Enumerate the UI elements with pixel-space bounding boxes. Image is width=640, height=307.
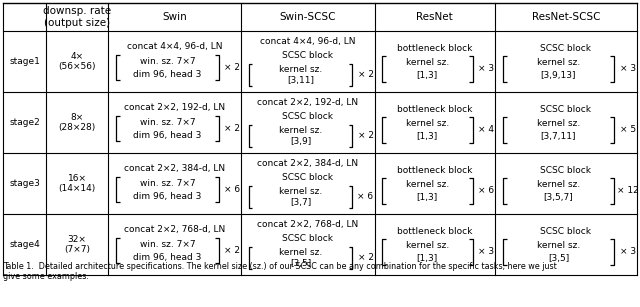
Text: [1,3]: [1,3] bbox=[417, 254, 438, 263]
Text: concat 2×2, 192-d, LN: concat 2×2, 192-d, LN bbox=[124, 103, 225, 112]
Text: dim 96, head 3: dim 96, head 3 bbox=[133, 69, 202, 79]
Text: kernel sz.: kernel sz. bbox=[279, 65, 322, 74]
Text: stage1: stage1 bbox=[9, 57, 40, 66]
Text: × 2: × 2 bbox=[225, 124, 241, 133]
Text: [3,11]: [3,11] bbox=[287, 76, 314, 85]
Text: downsp. rate
(output size): downsp. rate (output size) bbox=[43, 6, 111, 28]
Text: dim 96, head 3: dim 96, head 3 bbox=[133, 130, 202, 139]
Text: ResNet-SCSC: ResNet-SCSC bbox=[532, 12, 600, 22]
Text: stage3: stage3 bbox=[9, 179, 40, 188]
Text: kernel sz.: kernel sz. bbox=[537, 241, 580, 250]
Text: ResNet: ResNet bbox=[417, 12, 453, 22]
Text: SCSC block: SCSC block bbox=[541, 105, 591, 114]
Text: × 3: × 3 bbox=[478, 247, 494, 256]
Text: SCSC block: SCSC block bbox=[282, 112, 333, 121]
Text: [3,7]: [3,7] bbox=[290, 198, 311, 207]
Text: [3,5]: [3,5] bbox=[548, 254, 569, 263]
Text: kernel sz.: kernel sz. bbox=[537, 180, 580, 189]
Text: concat 2×2, 192-d, LN: concat 2×2, 192-d, LN bbox=[257, 99, 358, 107]
Text: SCSC block: SCSC block bbox=[282, 173, 333, 182]
Text: concat 2×2, 384-d, LN: concat 2×2, 384-d, LN bbox=[124, 164, 225, 173]
Text: kernel sz.: kernel sz. bbox=[537, 119, 580, 128]
Text: bottleneck block: bottleneck block bbox=[397, 44, 472, 52]
Text: × 2: × 2 bbox=[225, 63, 241, 72]
Text: 32×
(7×7): 32× (7×7) bbox=[64, 235, 90, 254]
Text: win. sz. 7×7: win. sz. 7×7 bbox=[140, 57, 195, 66]
Text: kernel sz.: kernel sz. bbox=[406, 241, 449, 250]
Text: × 5: × 5 bbox=[620, 125, 636, 134]
Text: bottleneck block: bottleneck block bbox=[397, 105, 472, 114]
Text: [1,3]: [1,3] bbox=[417, 193, 438, 202]
Text: win. sz. 7×7: win. sz. 7×7 bbox=[140, 240, 195, 249]
Text: × 3: × 3 bbox=[478, 64, 494, 73]
Text: kernel sz.: kernel sz. bbox=[279, 126, 322, 135]
Text: × 3: × 3 bbox=[620, 64, 636, 73]
Text: × 6: × 6 bbox=[225, 185, 241, 194]
Text: 8×
(28×28): 8× (28×28) bbox=[58, 113, 96, 132]
Text: concat 2×2, 768-d, LN: concat 2×2, 768-d, LN bbox=[257, 220, 358, 229]
Text: × 2: × 2 bbox=[358, 253, 374, 262]
Text: × 2: × 2 bbox=[358, 131, 374, 140]
Text: stage4: stage4 bbox=[9, 240, 40, 249]
Text: [1,3]: [1,3] bbox=[417, 132, 438, 141]
Text: 16×
(14×14): 16× (14×14) bbox=[58, 174, 96, 193]
Text: kernel sz.: kernel sz. bbox=[406, 119, 449, 128]
Text: concat 2×2, 384-d, LN: concat 2×2, 384-d, LN bbox=[257, 159, 358, 169]
Text: [3,9]: [3,9] bbox=[290, 137, 311, 146]
Text: SCSC block: SCSC block bbox=[541, 165, 591, 175]
Text: SCSC block: SCSC block bbox=[282, 51, 333, 60]
Text: kernel sz.: kernel sz. bbox=[406, 58, 449, 67]
Text: kernel sz.: kernel sz. bbox=[279, 248, 322, 257]
Text: dim 96, head 3: dim 96, head 3 bbox=[133, 252, 202, 262]
Text: × 2: × 2 bbox=[358, 70, 374, 80]
Text: [3,5]: [3,5] bbox=[290, 259, 311, 268]
Text: × 2: × 2 bbox=[225, 246, 241, 255]
Text: concat 4×4, 96-d, LN: concat 4×4, 96-d, LN bbox=[127, 42, 223, 51]
Text: SCSC block: SCSC block bbox=[282, 234, 333, 243]
Text: [3,7,11]: [3,7,11] bbox=[541, 132, 576, 141]
Text: bottleneck block: bottleneck block bbox=[397, 227, 472, 235]
Text: × 6: × 6 bbox=[358, 192, 374, 201]
Text: Swin-SCSC: Swin-SCSC bbox=[280, 12, 336, 22]
Text: SCSC block: SCSC block bbox=[541, 227, 591, 235]
Text: kernel sz.: kernel sz. bbox=[279, 187, 322, 196]
Text: kernel sz.: kernel sz. bbox=[537, 58, 580, 67]
Text: bottleneck block: bottleneck block bbox=[397, 165, 472, 175]
Text: Table 1.  Detailed architecture specifications. The kernel size (sz.) of our SCS: Table 1. Detailed architecture specifica… bbox=[3, 262, 557, 281]
Text: [3,9,13]: [3,9,13] bbox=[541, 71, 576, 80]
Text: × 12: × 12 bbox=[617, 186, 639, 195]
Text: [1,3]: [1,3] bbox=[417, 71, 438, 80]
Text: win. sz. 7×7: win. sz. 7×7 bbox=[140, 179, 195, 188]
Text: × 4: × 4 bbox=[478, 125, 494, 134]
Text: dim 96, head 3: dim 96, head 3 bbox=[133, 192, 202, 200]
Text: kernel sz.: kernel sz. bbox=[406, 180, 449, 189]
Text: × 6: × 6 bbox=[478, 186, 494, 195]
Text: stage2: stage2 bbox=[9, 118, 40, 127]
Text: × 3: × 3 bbox=[620, 247, 636, 256]
Text: concat 4×4, 96-d, LN: concat 4×4, 96-d, LN bbox=[260, 37, 356, 46]
Text: Swin: Swin bbox=[163, 12, 187, 22]
Text: win. sz. 7×7: win. sz. 7×7 bbox=[140, 118, 195, 127]
Text: concat 2×2, 768-d, LN: concat 2×2, 768-d, LN bbox=[124, 225, 225, 234]
Text: 4×
(56×56): 4× (56×56) bbox=[58, 52, 96, 71]
Text: SCSC block: SCSC block bbox=[541, 44, 591, 52]
Text: [3,5,7]: [3,5,7] bbox=[543, 193, 573, 202]
